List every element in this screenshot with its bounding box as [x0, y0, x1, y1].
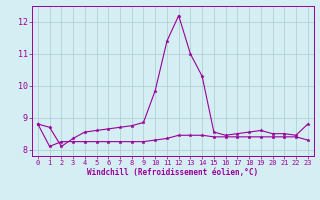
X-axis label: Windchill (Refroidissement éolien,°C): Windchill (Refroidissement éolien,°C)	[87, 168, 258, 177]
